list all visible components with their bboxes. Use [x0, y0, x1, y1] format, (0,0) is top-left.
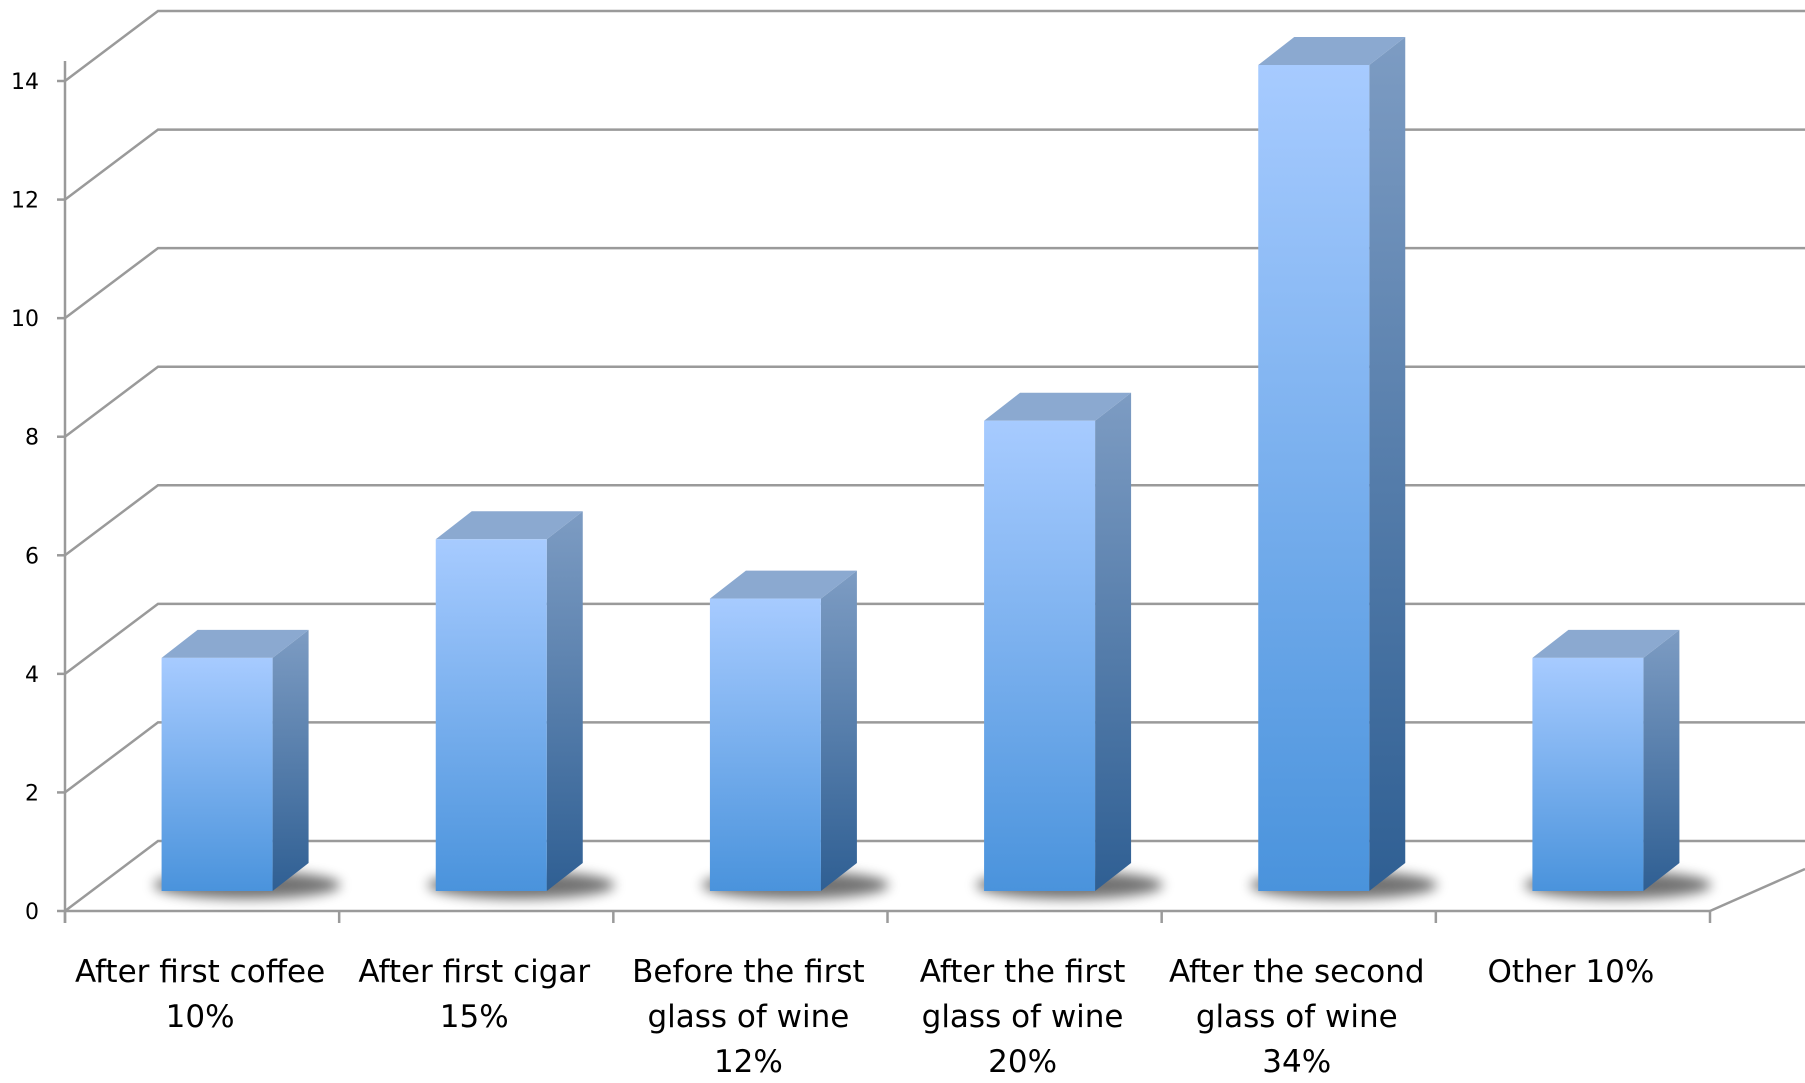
y-tick-label-14: 14	[11, 70, 39, 95]
bar-2	[709, 570, 857, 891]
bar-side	[1643, 629, 1680, 891]
floor-right-edge	[1709, 867, 1805, 913]
bar-top	[435, 511, 583, 540]
y-tick-label-6: 6	[25, 544, 39, 569]
bar-side	[1369, 37, 1406, 891]
y-tick-label-2: 2	[25, 781, 39, 806]
bar-0	[161, 629, 309, 891]
bars	[161, 37, 1680, 891]
y-tick-label-0: 0	[25, 900, 39, 925]
axes	[57, 61, 1712, 923]
gridline-2	[64, 721, 1805, 794]
gridline-12	[64, 128, 1805, 201]
bar-top	[984, 392, 1132, 421]
bar-front	[984, 420, 1096, 891]
gridline-6	[64, 484, 1805, 557]
floor-back-edge	[64, 839, 1805, 912]
bar-top	[1258, 37, 1406, 65]
bar-front	[435, 539, 547, 891]
gridline-10	[64, 246, 1805, 320]
bar-front	[709, 598, 821, 891]
x-category-label-4: After the second glass of wine 34%	[1169, 954, 1425, 1078]
bar-5	[1532, 629, 1680, 891]
bar-top	[709, 570, 857, 599]
bar-side	[1095, 392, 1132, 891]
bar-1	[435, 511, 583, 891]
bar-side	[546, 511, 583, 891]
x-category-label-2: Before the first glass of wine 12%	[632, 954, 865, 1078]
labels: 0 2 4 6 8 10 12 14 After first coffee 10% After fi…	[11, 70, 1655, 1080]
gridline-8	[64, 365, 1805, 438]
bar-shadows	[153, 871, 1712, 899]
bar-front	[1258, 65, 1370, 891]
y-tick-label-10: 10	[11, 307, 39, 332]
bar-top	[1532, 629, 1680, 658]
gridline-4	[64, 602, 1805, 675]
x-category-label-3: After the first glass of wine 20%	[920, 954, 1126, 1078]
bar-side	[820, 570, 857, 891]
x-category-label-1: After first cigar 15%	[358, 954, 590, 1035]
bar-3	[984, 392, 1132, 891]
x-category-label-0: After first coffee 10%	[75, 954, 325, 1035]
bar-front	[161, 657, 273, 891]
gridline-14	[64, 9, 1805, 82]
y-tick-label-12: 12	[11, 189, 39, 214]
y-tick-label-8: 8	[25, 426, 39, 451]
y-tick-label-4: 4	[25, 663, 39, 688]
x-category-label-5: Other 10%	[1488, 954, 1655, 990]
gridlines	[64, 9, 1805, 913]
bar-4	[1258, 37, 1406, 891]
bar-top	[161, 629, 309, 658]
bar-side	[272, 629, 309, 891]
bar-front	[1532, 657, 1644, 891]
